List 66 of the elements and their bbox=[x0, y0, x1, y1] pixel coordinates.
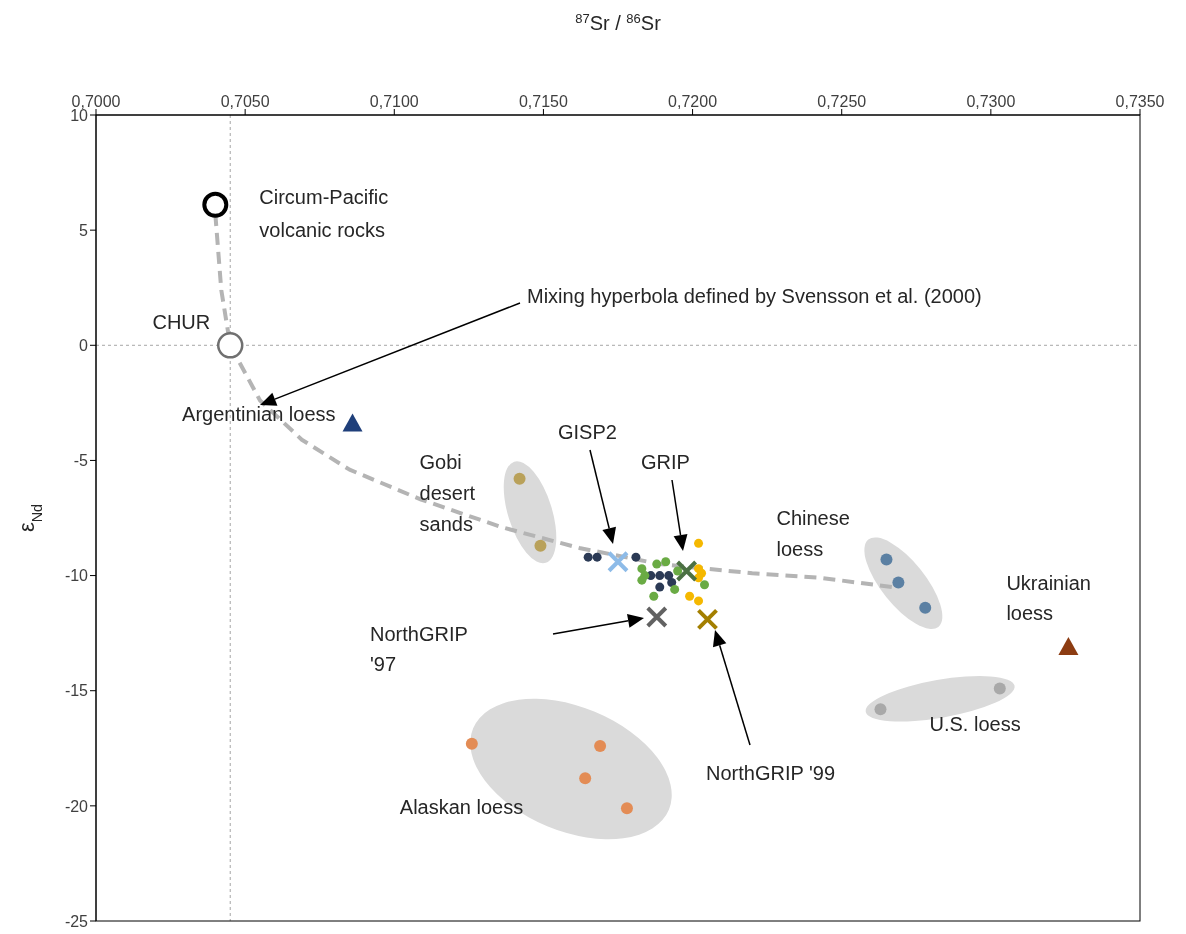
point bbox=[696, 608, 719, 631]
point bbox=[649, 591, 659, 601]
point bbox=[620, 802, 633, 815]
y-tick-label: -10 bbox=[64, 567, 89, 585]
annotation: Mixing hyperbola defined by Svensson et al. (2000) bbox=[527, 285, 982, 307]
point bbox=[652, 559, 662, 569]
point bbox=[697, 568, 707, 578]
point bbox=[700, 580, 709, 590]
point bbox=[583, 552, 593, 562]
point bbox=[673, 566, 683, 576]
y-tick-label: 5 bbox=[79, 221, 89, 239]
annotation: Chinese loess bbox=[776, 507, 850, 561]
annotation: Alaskan loess bbox=[399, 795, 524, 818]
y-tick-label: -25 bbox=[64, 912, 89, 930]
annotation: U.S. loess bbox=[929, 713, 1021, 736]
annotation: CHUR bbox=[152, 311, 211, 334]
point bbox=[1058, 636, 1079, 655]
point bbox=[685, 591, 695, 601]
point bbox=[465, 737, 478, 750]
x-tick-label: 0,7150 bbox=[518, 93, 568, 110]
point bbox=[592, 552, 602, 562]
point bbox=[919, 601, 932, 614]
point bbox=[637, 564, 647, 574]
point bbox=[993, 682, 1006, 695]
y-tick-label: 0 bbox=[79, 336, 89, 354]
point bbox=[667, 577, 677, 587]
annotation: Argentinian loess bbox=[182, 402, 336, 425]
x-tick-label: 0,7350 bbox=[1115, 93, 1165, 110]
point bbox=[694, 538, 704, 548]
annotation: NorthGRIP '97 bbox=[370, 623, 468, 675]
point bbox=[202, 191, 229, 218]
point bbox=[874, 703, 887, 716]
x-axis-title: $^{87}$Sr / $^{86}$Sr bbox=[575, 10, 662, 34]
point bbox=[670, 584, 680, 594]
annotation: Gobi desert sands bbox=[419, 450, 476, 535]
x-tick-label: 0,7200 bbox=[668, 93, 718, 110]
point bbox=[892, 576, 905, 589]
point bbox=[637, 575, 647, 585]
point bbox=[655, 582, 665, 592]
point bbox=[664, 571, 674, 581]
y-tick-label: -15 bbox=[64, 682, 89, 700]
y-tick-label: -5 bbox=[73, 452, 89, 470]
point bbox=[594, 739, 607, 752]
x-tick-label: 0,7050 bbox=[220, 93, 270, 110]
point bbox=[694, 596, 704, 606]
point bbox=[513, 472, 526, 485]
point bbox=[675, 559, 698, 582]
x-tick-label: 0,7100 bbox=[369, 93, 419, 110]
point bbox=[645, 606, 668, 629]
x-tick-label: 0,7300 bbox=[966, 93, 1016, 110]
point bbox=[607, 550, 629, 573]
annotation: NorthGRIP '99 bbox=[706, 762, 836, 784]
point bbox=[880, 553, 893, 566]
point bbox=[661, 557, 671, 567]
point bbox=[216, 332, 244, 359]
annotation: GISP2 bbox=[558, 421, 617, 443]
point bbox=[579, 772, 592, 785]
point bbox=[534, 539, 547, 552]
annotation: GRIP bbox=[641, 451, 690, 473]
annotation: Ukrainian loess bbox=[1006, 571, 1091, 624]
x-tick-label: 0,7250 bbox=[817, 93, 867, 110]
point bbox=[342, 413, 363, 432]
annotation: Circum-Pacific volcanic rocks bbox=[259, 185, 389, 241]
y-tick-label: -20 bbox=[64, 797, 89, 815]
point bbox=[655, 571, 665, 581]
point bbox=[631, 552, 641, 562]
